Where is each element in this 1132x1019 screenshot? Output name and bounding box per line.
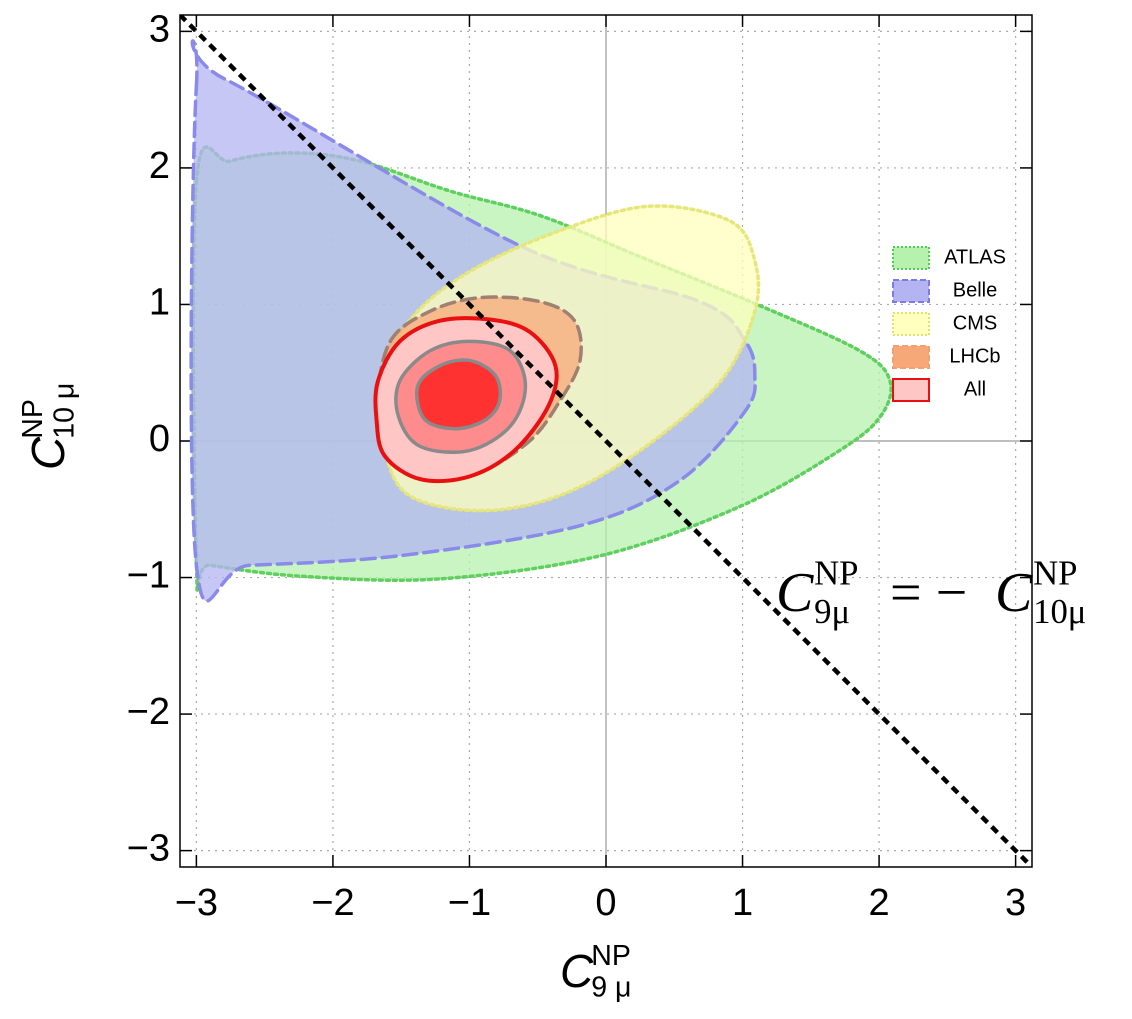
math-sub: 9μ <box>814 592 850 631</box>
x-tick-label: −2 <box>311 882 354 924</box>
math-base: C <box>22 436 74 470</box>
reference-line <box>180 15 1032 867</box>
y-tick-label: −2 <box>127 691 170 733</box>
y-tick-label: −1 <box>127 555 170 597</box>
x-tick-label: 1 <box>732 882 753 924</box>
x-tick-label: 0 <box>595 882 616 924</box>
math-sup: NP <box>17 399 49 439</box>
annotation-op: = − <box>890 562 967 624</box>
y-tick-label: −3 <box>127 828 170 870</box>
legend-swatch <box>892 345 930 369</box>
x-tick-label: 3 <box>1005 882 1026 924</box>
plot-area <box>180 15 1032 867</box>
y-label: CNP 10 μ <box>17 383 80 470</box>
legend-swatch <box>892 246 930 270</box>
legend-label: Belle <box>953 279 997 301</box>
y-tick-label: 0 <box>149 418 170 460</box>
math-sup: NP <box>1033 554 1077 593</box>
plot-frame <box>179 14 1033 868</box>
legend-label: All <box>964 378 986 400</box>
math-sup: NP <box>814 554 858 593</box>
math-sub: 9 μ <box>591 971 631 1003</box>
x-tick-label: 2 <box>869 882 890 924</box>
math-base: C <box>776 562 814 624</box>
math-base: C <box>560 945 594 997</box>
math-sub: 10μ <box>1033 592 1086 631</box>
region <box>414 358 503 431</box>
x-tick-label: −1 <box>448 882 491 924</box>
math-sup: NP <box>591 940 631 972</box>
legend-swatch <box>892 378 930 402</box>
legend-label: LHCb <box>949 345 1000 367</box>
legend-swatch <box>892 279 930 303</box>
legend-swatch <box>892 312 930 336</box>
math-sub: 10 μ <box>48 383 80 439</box>
legend-label: CMS <box>953 312 997 334</box>
y-tick-label: 1 <box>149 281 170 323</box>
legend-label: ATLAS <box>944 246 1006 268</box>
y-tick-label: 3 <box>149 8 170 50</box>
y-tick-label: 2 <box>149 145 170 187</box>
math-base: C <box>995 562 1033 624</box>
x-tick-label: −3 <box>175 882 218 924</box>
